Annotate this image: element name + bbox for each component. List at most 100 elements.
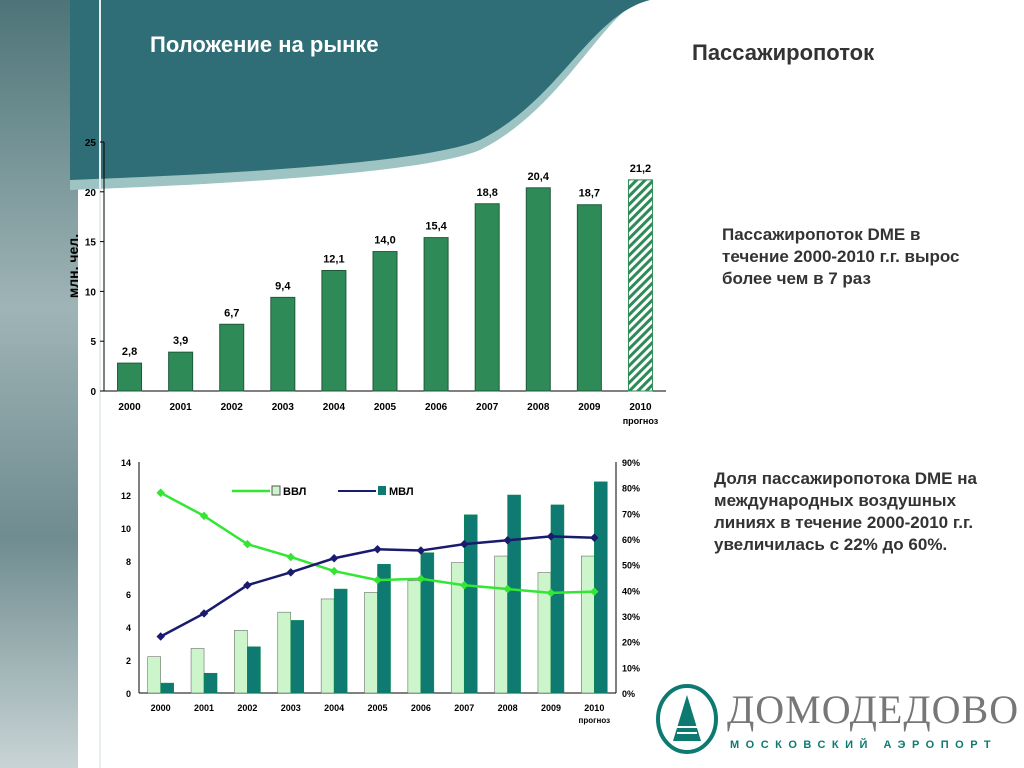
x-tick-label: 2000 bbox=[151, 703, 171, 713]
bar-mvl-2000 bbox=[160, 682, 174, 694]
y-tick-label: 4 bbox=[126, 623, 131, 633]
x-tick-label: 2008 bbox=[527, 402, 550, 413]
y2-tick-label: 80% bbox=[622, 484, 640, 494]
legend-swatch-mvl bbox=[378, 486, 386, 495]
y2-tick-label: 60% bbox=[622, 535, 640, 545]
point-vvl bbox=[416, 574, 426, 584]
x-tick-label: 2005 bbox=[367, 703, 387, 713]
bar-2009 bbox=[576, 204, 602, 392]
point-mvl bbox=[590, 533, 599, 542]
bar-vvl-2000 bbox=[147, 656, 161, 694]
point-mvl bbox=[373, 545, 382, 554]
point-vvl bbox=[373, 575, 382, 585]
x-tick-label: 2009 bbox=[578, 402, 601, 413]
bar-mvl-2010 bbox=[594, 481, 608, 694]
point-vvl bbox=[459, 580, 469, 590]
bar-vvl-2003 bbox=[277, 611, 292, 694]
x-tick-label: 2001 bbox=[170, 402, 193, 413]
y2-tick-label: 30% bbox=[622, 612, 640, 622]
bar-2008 bbox=[525, 187, 551, 392]
point-vvl bbox=[286, 552, 296, 562]
point-mvl bbox=[329, 554, 339, 563]
bar-vvl-2010 bbox=[581, 555, 595, 694]
data-label: 20,4 bbox=[528, 171, 550, 183]
y-tick-label: 5 bbox=[90, 337, 96, 348]
bar-vvl-2005 bbox=[364, 592, 378, 694]
bar-mvl-2003 bbox=[290, 620, 305, 694]
x-tick-label: 2004 bbox=[324, 703, 344, 713]
y2-tick-label: 70% bbox=[622, 509, 640, 519]
point-vvl bbox=[590, 587, 599, 596]
x-tick-label: 2008 bbox=[498, 703, 518, 713]
data-label: 3,9 bbox=[173, 335, 188, 347]
data-label: 6,7 bbox=[224, 307, 239, 319]
x-tick-label: 2010 bbox=[584, 703, 604, 713]
x-tick-label: 2003 bbox=[281, 703, 301, 713]
x-tick-label: 2004 bbox=[323, 402, 346, 413]
bar-mvl-2006 bbox=[420, 552, 435, 694]
x-tick-label: 2007 bbox=[476, 402, 499, 413]
bar-vvl-2007 bbox=[450, 562, 465, 694]
x-tick-sublabel: прогноз bbox=[579, 716, 611, 725]
note-international-share: Доля пассажиропотока DME на международны… bbox=[714, 469, 977, 554]
bar-2003 bbox=[270, 296, 296, 392]
note-traffic: Пассажиропоток DME в течение 2000-2010 г… bbox=[722, 225, 960, 288]
page-subtitle: Пассажиропоток bbox=[692, 40, 875, 65]
point-vvl bbox=[503, 584, 512, 594]
data-label: 18,7 bbox=[579, 188, 600, 200]
point-mvl bbox=[546, 532, 556, 541]
y-tick-label: 6 bbox=[126, 590, 131, 600]
bar-2001 bbox=[168, 351, 194, 392]
data-label: 18,8 bbox=[476, 187, 497, 199]
point-mvl bbox=[459, 539, 469, 549]
bar-vvl-2004 bbox=[320, 598, 335, 694]
point-mvl bbox=[416, 546, 426, 555]
data-label: 15,4 bbox=[425, 221, 447, 233]
page-title: Положение на рынке bbox=[150, 32, 379, 57]
logo-name: ДОМОДЕДОВО bbox=[727, 687, 1020, 732]
y-tick-label: 20 bbox=[85, 188, 97, 199]
bar-2006 bbox=[423, 237, 449, 392]
bar-mvl-2002 bbox=[247, 646, 261, 694]
x-tick-label: 2010 bbox=[629, 402, 652, 413]
data-label: 21,2 bbox=[630, 163, 651, 175]
y-tick-label: 0 bbox=[126, 689, 131, 699]
data-label: 2,8 bbox=[122, 346, 137, 358]
bar-2002 bbox=[219, 323, 245, 392]
x-tick-label: 2003 bbox=[272, 402, 295, 413]
y2-tick-label: 0% bbox=[622, 689, 635, 699]
y-tick-label: 2 bbox=[126, 656, 131, 666]
y-tick-label: 0 bbox=[90, 387, 96, 398]
x-tick-label: 2001 bbox=[194, 703, 214, 713]
y-tick-label: 15 bbox=[85, 238, 97, 249]
x-tick-label: 2002 bbox=[221, 402, 244, 413]
bar-mvl-2005 bbox=[377, 564, 391, 694]
y-tick-label: 25 bbox=[85, 138, 97, 149]
x-tick-label: 2006 bbox=[425, 402, 448, 413]
logo-emblem-icon bbox=[656, 684, 718, 754]
point-vvl bbox=[156, 488, 165, 498]
domodedovo-logo: ДОМОДЕДОВО МОСКОВСКИЙ АЭРОПОРТ bbox=[655, 683, 1018, 763]
data-label: 14,0 bbox=[374, 235, 395, 247]
bar-vvl-2006 bbox=[407, 580, 422, 694]
y2-tick-label: 40% bbox=[622, 586, 640, 596]
point-mvl bbox=[503, 536, 512, 545]
bar-mvl-2004 bbox=[333, 588, 348, 694]
bar-vvl-2001 bbox=[190, 648, 205, 694]
bar-mvl-2007 bbox=[463, 514, 478, 694]
y-tick-label: 8 bbox=[126, 557, 131, 567]
bar-2000 bbox=[117, 362, 143, 392]
bar-2004 bbox=[321, 269, 347, 392]
y-tick-label: 12 bbox=[121, 491, 131, 501]
x-tick-label: 2007 bbox=[454, 703, 474, 713]
bar-mvl-2008 bbox=[507, 494, 521, 694]
legend-label-vvl: ВВЛ bbox=[283, 486, 306, 498]
y-tick-label: 10 bbox=[85, 287, 97, 298]
bar-vvl-2008 bbox=[494, 555, 508, 694]
y-tick-label: 14 bbox=[121, 458, 131, 468]
y2-tick-label: 10% bbox=[622, 663, 640, 673]
y2-tick-label: 20% bbox=[622, 638, 640, 648]
x-tick-label: 2009 bbox=[541, 703, 561, 713]
